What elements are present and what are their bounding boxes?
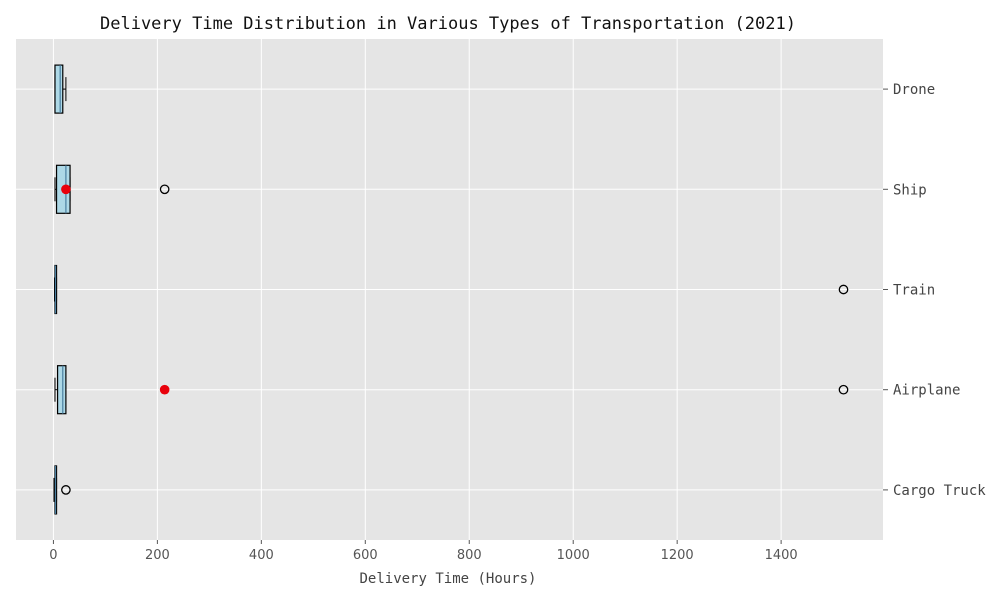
chart-title: Delivery Time Distribution in Various Ty… [100,14,796,34]
outlier-point [838,284,849,295]
y-tick-label: Drone [893,82,935,98]
box-group [53,264,849,315]
grid-lines [16,39,883,540]
outlier-point [159,184,170,195]
box-group [54,64,67,114]
x-tick-label: 200 [145,548,170,563]
x-tick-label: 1200 [661,548,694,563]
x-tick-label: 0 [49,548,57,563]
box-group [53,465,71,515]
y-tick-label: Train [893,283,935,299]
x-tick-label: 400 [249,548,274,563]
y-tick-label: Airplane [893,383,960,399]
boxes-layer [53,64,849,515]
y-tick-label: Cargo Truck [893,483,986,499]
highlight-point [159,384,170,395]
outlier-point [838,384,849,395]
box-group [54,164,170,214]
x-tick-label: 600 [353,548,378,563]
outlier-point [61,485,71,495]
box-iqr [54,64,64,114]
x-tick-label: 1400 [765,548,798,563]
box-iqr [56,365,67,415]
x-axis-label: Delivery Time (Hours) [359,571,536,587]
x-tick-label: 1000 [557,548,590,563]
highlight-point [61,184,71,195]
y-tick-label: Ship [893,182,927,198]
y-axis-ticks: Drone Ship Train Airplane Cargo Truck [883,82,986,499]
x-tick-label: 800 [457,548,482,563]
box-group [54,365,849,415]
x-axis-ticks: 0 200 400 600 800 1000 1200 1400 [49,540,798,563]
